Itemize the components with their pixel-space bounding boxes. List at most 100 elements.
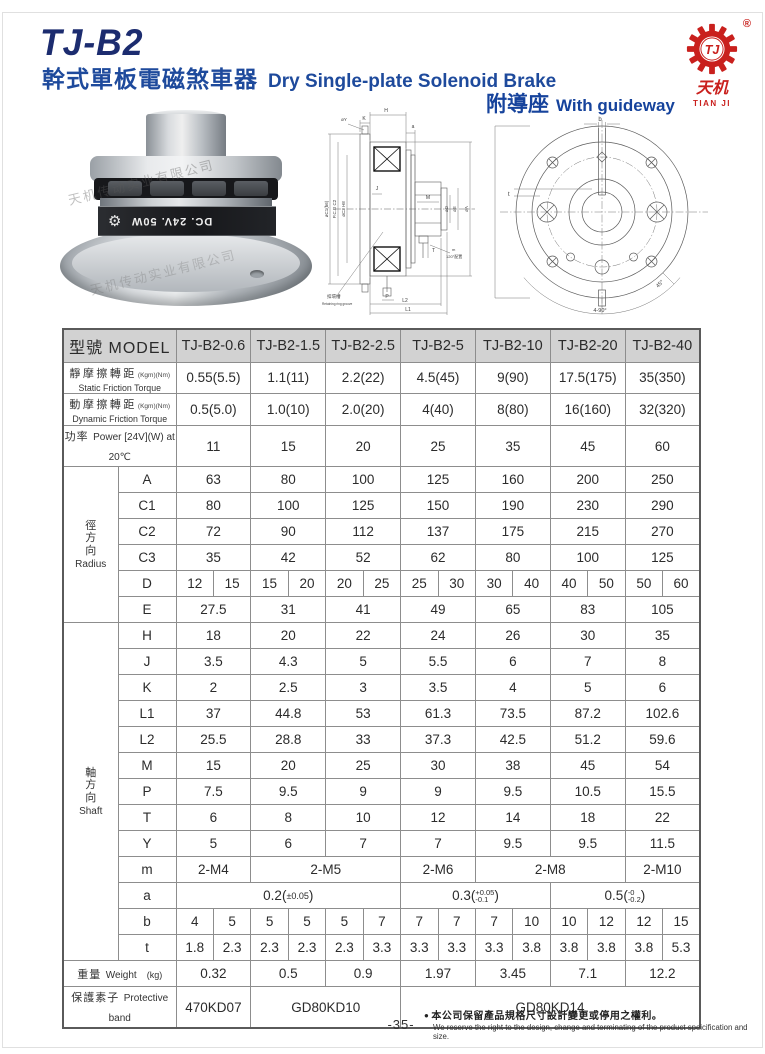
value-cell: 9.5 bbox=[250, 778, 327, 806]
value-cell: 80 bbox=[250, 466, 327, 494]
value-cell: 100 bbox=[325, 466, 402, 494]
svg-text:a: a bbox=[412, 124, 415, 130]
value-cell: 73.5 bbox=[474, 700, 551, 728]
model-column-header: TJ-B2-1.5 bbox=[250, 328, 327, 363]
value-cell: 11.5 bbox=[624, 830, 701, 858]
value-cell: 3.8 bbox=[624, 934, 664, 962]
value-cell: 200 bbox=[549, 466, 626, 494]
value-cell: 12.2 bbox=[624, 960, 701, 988]
front-view-drawing: b t 45° 4-90° bbox=[494, 117, 708, 315]
table-row-L2: L2 25.5 28.8 33 37.3 42.5 51.2 59.6 bbox=[63, 726, 701, 754]
value-cell: 3.5 bbox=[175, 648, 252, 676]
row-label-C3: C3 bbox=[117, 544, 177, 572]
value-cell: 6 bbox=[175, 804, 252, 832]
value-cell: 470KD07 bbox=[175, 986, 252, 1029]
value-cell: 0.5(5.0) bbox=[175, 393, 252, 427]
value-cell: 3 bbox=[325, 674, 402, 702]
value-cell: 3.3 bbox=[400, 934, 439, 962]
svg-text:T: T bbox=[432, 248, 435, 254]
value-cell: 24 bbox=[400, 622, 476, 650]
value-cell: 2-M8 bbox=[474, 856, 626, 884]
svg-text:扣環槽: 扣環槽 bbox=[327, 293, 341, 300]
photo-label-text: DC. 24V. 50W bbox=[131, 215, 213, 227]
value-cell: 2.2(22) bbox=[325, 361, 402, 395]
value-cell: 250 bbox=[624, 466, 701, 494]
value-cell: 30 bbox=[549, 622, 626, 650]
svg-text:b: b bbox=[598, 117, 602, 123]
svg-text:4-90°: 4-90° bbox=[593, 308, 606, 314]
value-cell: 2.3 bbox=[250, 934, 289, 962]
bullet-icon: ● bbox=[424, 1011, 430, 1020]
value-cell: 40 bbox=[549, 570, 589, 598]
value-cell: 6 bbox=[624, 674, 701, 702]
model-header-cell: 型號 MODEL bbox=[62, 328, 177, 363]
subtitle: 幹式單板電磁煞車器 Dry Single-plate Solenoid Brak… bbox=[42, 60, 556, 94]
page-number: -35- bbox=[387, 1017, 415, 1032]
value-cell: 3.8 bbox=[587, 934, 626, 962]
table-row-Y: Y 5 6 7 7 9.5 9.5 11.5 bbox=[63, 830, 701, 858]
value-cell: 0.32 bbox=[175, 960, 252, 988]
value-cell: 3.3 bbox=[437, 934, 476, 962]
svg-text:m: m bbox=[452, 247, 456, 252]
value-cell: 290 bbox=[624, 492, 701, 520]
value-cell: 60 bbox=[662, 570, 701, 598]
value-cell: 0.5 bbox=[250, 960, 327, 988]
value-cell: GD80KD14 bbox=[400, 986, 701, 1029]
value-cell: 51.2 bbox=[549, 726, 626, 754]
value-cell: 26 bbox=[474, 622, 551, 650]
value-cell: 30 bbox=[400, 752, 476, 780]
row-label-L2: L2 bbox=[117, 726, 177, 754]
value-cell: 5 bbox=[212, 908, 252, 936]
section-drawing: H K a øY øC1(h6) P.C.D C2 øC3 H8 J M øD … bbox=[322, 108, 475, 315]
value-cell: 45 bbox=[549, 425, 626, 468]
value-cell: 5 bbox=[287, 908, 327, 936]
value-cell: 100 bbox=[549, 544, 626, 572]
value-cell: 0.55(5.5) bbox=[175, 361, 252, 395]
guideway-english: With guideway bbox=[556, 96, 675, 115]
value-cell: 125 bbox=[624, 544, 701, 572]
product-photo: ⚙ DC. 24V. 50W 天机传动实业有限公司 天机传动实业有限公司 bbox=[60, 110, 312, 312]
model-column-header: TJ-B2-2.5 bbox=[325, 328, 402, 363]
value-cell: 20 bbox=[325, 425, 402, 468]
value-cell: 2.3 bbox=[287, 934, 327, 962]
value-cell: 6 bbox=[250, 830, 327, 858]
logo-name-chinese: 天机 bbox=[695, 80, 728, 97]
value-cell: 35 bbox=[474, 425, 551, 468]
front-dimension-lines bbox=[494, 122, 681, 315]
value-cell: 20 bbox=[325, 570, 364, 598]
table-row-A: 徑方向 Radius A 63 80 100 125 160 200 250 bbox=[62, 466, 701, 624]
value-cell: 102.6 bbox=[624, 700, 701, 728]
value-cell: 150 bbox=[400, 492, 476, 520]
svg-text:M: M bbox=[426, 195, 430, 201]
table-row-D: D 12 15 15 20 20 25 25 30 30 40 40 50 50 60 bbox=[63, 570, 701, 598]
value-cell: 1.1(11) bbox=[250, 361, 327, 395]
value-cell: 30 bbox=[437, 570, 476, 598]
page-title: TJ-B2 bbox=[40, 22, 144, 63]
value-cell: 175 bbox=[474, 518, 551, 546]
value-cell: 35 bbox=[624, 622, 701, 650]
logo-monogram: TJ bbox=[705, 43, 721, 57]
value-cell: 18 bbox=[175, 622, 252, 650]
value-cell: 15.5 bbox=[624, 778, 701, 806]
svg-text:K: K bbox=[362, 116, 366, 122]
row-label-t: t bbox=[117, 934, 177, 962]
value-cell: 2.3 bbox=[325, 934, 364, 962]
photo-flange-top bbox=[72, 234, 300, 292]
value-cell: 270 bbox=[624, 518, 701, 546]
value-cell: 3.5 bbox=[400, 674, 476, 702]
value-cell: 17.5(175) bbox=[549, 361, 626, 395]
row-label-b: b bbox=[117, 908, 177, 936]
value-cell: 105 bbox=[624, 596, 701, 624]
value-cell: 41 bbox=[325, 596, 402, 624]
table-row-H: 軸方向 Shaft H 18 20 22 24 26 30 35 bbox=[62, 622, 701, 962]
value-cell: 15 bbox=[250, 425, 327, 468]
value-cell: 1.97 bbox=[400, 960, 476, 988]
photo-label-band: ⚙ DC. 24V. 50W bbox=[98, 206, 276, 236]
value-cell: 7 bbox=[549, 648, 626, 676]
svg-text:J: J bbox=[376, 186, 379, 192]
table-row-K: K 2 2.5 3 3.5 4 5 6 bbox=[63, 674, 701, 702]
photo-friction-pads bbox=[94, 178, 278, 200]
row-label-A: A bbox=[117, 466, 177, 494]
table-row-C1: C1 80 100 125 150 190 230 290 bbox=[63, 492, 701, 520]
